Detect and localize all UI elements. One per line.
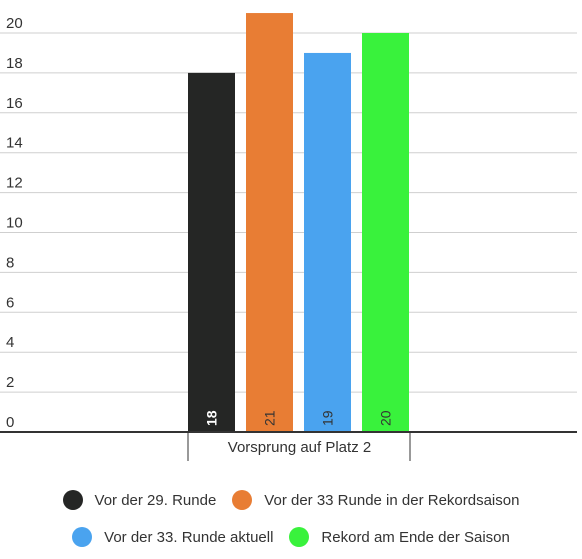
legend-item: Vor der 33. Runde aktuell	[72, 527, 273, 547]
y-tick-label: 8	[6, 254, 14, 271]
legend-label: Vor der 29. Runde	[94, 491, 217, 509]
bar	[188, 72, 235, 433]
legend-swatch	[289, 527, 310, 547]
legend-swatch	[232, 490, 253, 510]
legend-swatch	[72, 527, 93, 547]
y-tick-label: 20	[6, 15, 23, 32]
bar-value-label: 18	[204, 410, 220, 426]
bar	[304, 52, 351, 432]
x-category-label: Vorsprung auf Platz 2	[228, 439, 371, 456]
y-tick-label: 18	[6, 55, 23, 72]
legend-label: Vor der 33 Runde in der Rekordsaison	[264, 491, 520, 509]
y-tick-label: 0	[6, 414, 14, 431]
y-tick-label: 14	[6, 135, 23, 152]
bar	[246, 13, 293, 433]
bar-value-label: 21	[262, 410, 278, 426]
y-tick-label: 10	[6, 215, 23, 232]
legend-item: Vor der 29. Runde	[62, 490, 217, 510]
y-tick-label: 2	[6, 374, 14, 391]
legend-item: Rekord am Ende der Saison	[289, 527, 510, 547]
y-tick-label: 12	[6, 175, 23, 192]
bar-chart: 0 2 4 6 8 10 12 14 16 18 20 18 21 19 20 Vorsprung auf…	[0, 13, 577, 461]
y-tick-label: 4	[6, 334, 14, 351]
bar-value-label: 19	[320, 410, 336, 426]
bars: 18 21 19 20	[188, 13, 409, 433]
y-tick-label: 6	[6, 294, 14, 311]
legend-row-1: Vor der 29. Runde Vor der 33 Runde in der…	[0, 490, 582, 510]
bar	[362, 33, 409, 432]
legend-row-2: Vor der 33. Runde aktuell Rekord am Ende …	[0, 527, 582, 547]
y-axis-ticks: 0 2 4 6 8 10 12 14 16 18 20	[6, 15, 23, 431]
legend-item: Vor der 33 Runde in der Rekordsaison	[232, 490, 519, 510]
y-tick-label: 16	[6, 95, 23, 112]
legend-swatch	[62, 490, 83, 510]
legend-label: Vor der 33. Runde aktuell	[104, 528, 274, 546]
bar-value-label: 20	[378, 410, 394, 426]
category-axis: Vorsprung auf Platz 2	[187, 432, 411, 461]
legend-label: Rekord am Ende der Saison	[321, 528, 510, 546]
